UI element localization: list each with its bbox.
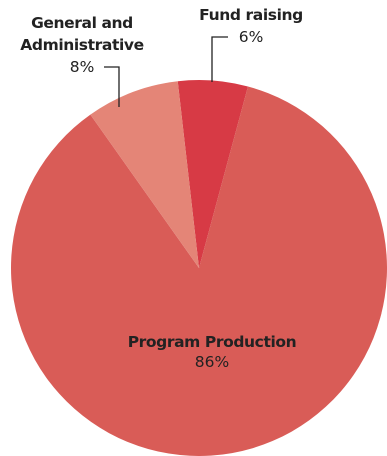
label-general-admin-line1: General and: [31, 14, 133, 32]
pie-slices: [11, 80, 387, 456]
label-fund-raising: Fund raising: [199, 6, 303, 24]
value-general-admin: 8%: [70, 58, 95, 76]
leader-fund-raising: [211, 36, 228, 82]
value-fund-raising: 6%: [239, 28, 264, 46]
slice-fund-raising: [177, 80, 248, 268]
slice-program-production: [11, 86, 387, 456]
value-program-production: 86%: [195, 353, 229, 371]
label-program-production: Program Production: [128, 333, 297, 351]
label-general-admin-line2: Administrative: [20, 36, 143, 54]
leader-general-admin: [104, 66, 120, 107]
slice-general-and-administrative: [90, 81, 199, 269]
